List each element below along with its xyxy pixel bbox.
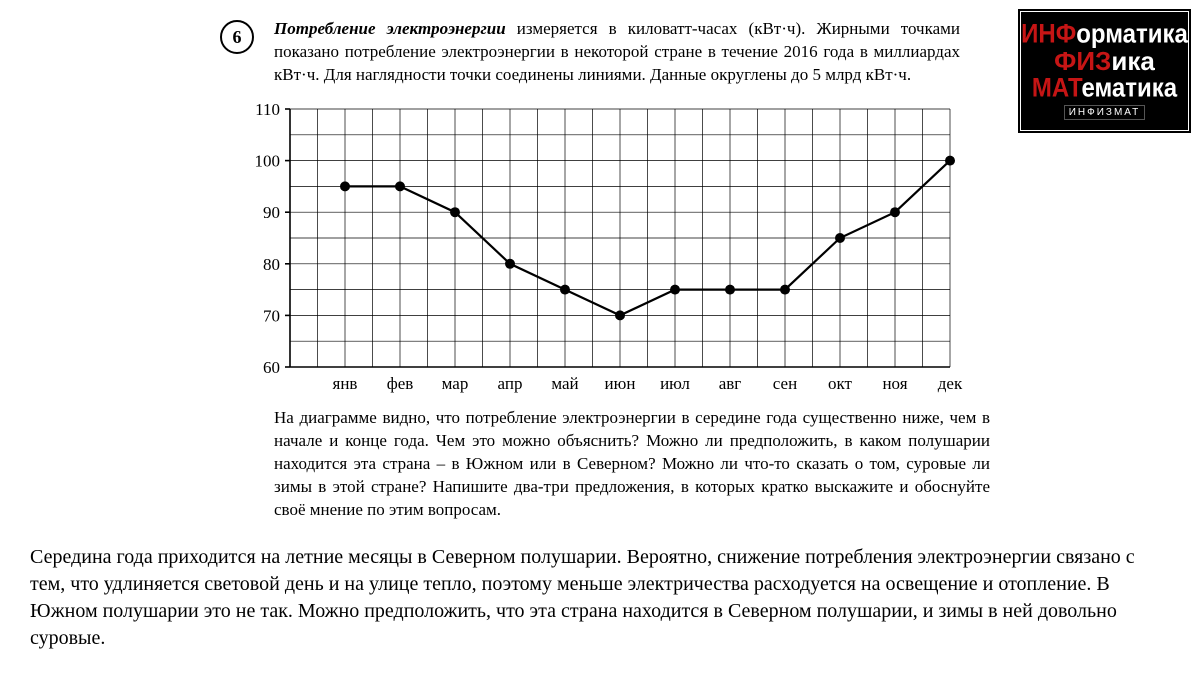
- svg-text:апр: апр: [498, 374, 523, 393]
- svg-text:май: май: [551, 374, 578, 393]
- svg-text:фев: фев: [387, 374, 414, 393]
- svg-text:окт: окт: [828, 374, 853, 393]
- svg-text:110: 110: [255, 100, 280, 119]
- svg-text:янв: янв: [333, 374, 358, 393]
- logo-w1-sm: орматика: [1076, 19, 1188, 49]
- logo-w3-sm: ематика: [1081, 74, 1177, 104]
- svg-text:мар: мар: [442, 374, 469, 393]
- problem-lead: Потребление электроэнергии: [274, 19, 506, 38]
- brand-logo: ИНФорматика ФИЗика МАТематика ИНФИЗМАТ: [1017, 8, 1192, 134]
- svg-text:70: 70: [263, 306, 280, 325]
- svg-text:сен: сен: [773, 374, 797, 393]
- svg-text:ноя: ноя: [882, 374, 907, 393]
- svg-text:80: 80: [263, 255, 280, 274]
- logo-w3-big: МАТ: [1032, 74, 1082, 104]
- answer-text: Середина года приходится на летние месяц…: [30, 544, 1140, 652]
- svg-text:дек: дек: [938, 374, 963, 393]
- consumption-chart: 60 70 80 90 100 110 янв фев мар апр май июн июл авг се…: [230, 99, 970, 399]
- svg-text:100: 100: [255, 151, 281, 170]
- logo-w2-big: ФИЗ: [1054, 46, 1111, 76]
- logo-tag: ИНФИЗМАТ: [1064, 105, 1146, 120]
- svg-text:60: 60: [263, 358, 280, 377]
- problem-number-badge: 6: [220, 20, 254, 54]
- problem-statement: Потребление электроэнергии измеряется в …: [274, 18, 960, 87]
- logo-w2-sm: ика: [1111, 46, 1154, 76]
- svg-text:90: 90: [263, 203, 280, 222]
- question-text: На диаграмме видно, что потребление элек…: [274, 407, 990, 522]
- logo-w1-big: ИНФ: [1021, 19, 1076, 49]
- svg-text:авг: авг: [719, 374, 742, 393]
- svg-text:июл: июл: [660, 374, 690, 393]
- svg-text:июн: июн: [605, 374, 636, 393]
